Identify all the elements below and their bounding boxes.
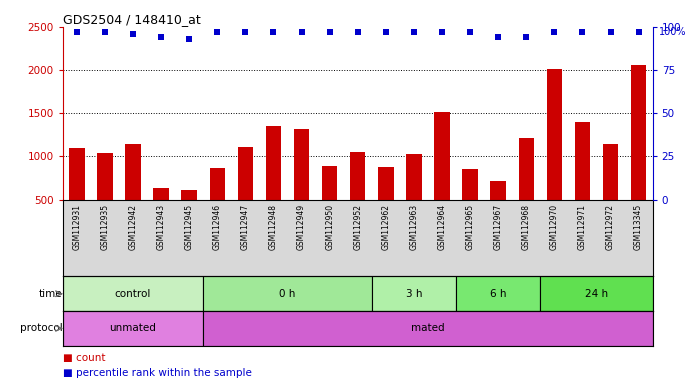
Text: GSM112950: GSM112950 <box>325 204 334 250</box>
Text: 24 h: 24 h <box>585 289 608 299</box>
Point <box>324 29 335 35</box>
Bar <box>69 148 84 200</box>
Bar <box>63 276 203 311</box>
Bar <box>372 276 456 311</box>
Bar <box>181 190 197 200</box>
Bar <box>631 65 646 200</box>
Point <box>464 29 475 35</box>
Text: GSM112943: GSM112943 <box>156 204 165 250</box>
Text: GSM112947: GSM112947 <box>241 204 250 250</box>
Bar <box>203 276 372 311</box>
Point <box>352 29 363 35</box>
Point <box>99 29 110 35</box>
Bar <box>434 113 450 200</box>
Bar <box>456 276 540 311</box>
Text: GSM112972: GSM112972 <box>606 204 615 250</box>
Text: GSM112962: GSM112962 <box>381 204 390 250</box>
Text: ■ count: ■ count <box>63 353 105 363</box>
Text: GSM112935: GSM112935 <box>101 204 110 250</box>
Text: GSM112964: GSM112964 <box>438 204 447 250</box>
Bar <box>266 126 281 200</box>
Bar <box>540 276 653 311</box>
Text: GSM112942: GSM112942 <box>128 204 138 250</box>
Point <box>211 29 223 35</box>
Bar <box>603 144 618 200</box>
Point <box>184 36 195 42</box>
Text: mated: mated <box>411 323 445 333</box>
Text: GSM113345: GSM113345 <box>634 204 643 250</box>
Point <box>408 29 419 35</box>
Text: GDS2504 / 148410_at: GDS2504 / 148410_at <box>63 13 200 26</box>
Point <box>521 34 532 40</box>
Bar <box>237 147 253 200</box>
Point <box>436 29 447 35</box>
Bar <box>209 168 225 200</box>
Text: 0 h: 0 h <box>279 289 296 299</box>
Text: GSM112967: GSM112967 <box>493 204 503 250</box>
Text: control: control <box>115 289 151 299</box>
Point <box>156 34 167 40</box>
Point <box>633 29 644 35</box>
Bar <box>378 167 394 200</box>
Text: protocol: protocol <box>20 323 62 333</box>
Text: GSM112970: GSM112970 <box>550 204 559 250</box>
Text: time: time <box>38 289 62 299</box>
Point <box>577 29 588 35</box>
Text: unmated: unmated <box>110 323 156 333</box>
Point <box>268 29 279 35</box>
Point <box>240 29 251 35</box>
Bar <box>462 169 478 200</box>
Text: GSM112971: GSM112971 <box>578 204 587 250</box>
Bar <box>322 166 337 200</box>
Bar <box>203 311 653 346</box>
Bar <box>294 129 309 200</box>
Text: GSM112946: GSM112946 <box>213 204 222 250</box>
Bar <box>406 154 422 200</box>
Point <box>296 29 307 35</box>
Point <box>493 34 504 40</box>
Bar <box>574 122 590 200</box>
Text: GSM112965: GSM112965 <box>466 204 475 250</box>
Bar <box>519 138 534 200</box>
Text: GSM112949: GSM112949 <box>297 204 306 250</box>
Text: 6 h: 6 h <box>490 289 507 299</box>
Text: GSM112963: GSM112963 <box>410 204 418 250</box>
Text: GSM112931: GSM112931 <box>73 204 82 250</box>
Bar <box>126 144 141 200</box>
Point <box>605 29 616 35</box>
Text: GSM112945: GSM112945 <box>185 204 194 250</box>
Bar <box>63 311 203 346</box>
Bar <box>491 180 506 200</box>
Point <box>549 29 560 35</box>
Point <box>380 29 392 35</box>
Text: GSM112968: GSM112968 <box>521 204 530 250</box>
Text: 100%: 100% <box>658 27 686 37</box>
Point <box>128 31 139 37</box>
Point <box>71 29 82 35</box>
Text: 3 h: 3 h <box>406 289 422 299</box>
Text: ■ percentile rank within the sample: ■ percentile rank within the sample <box>63 368 252 378</box>
Text: GSM112948: GSM112948 <box>269 204 278 250</box>
Bar <box>350 152 366 200</box>
Text: GSM112952: GSM112952 <box>353 204 362 250</box>
Bar <box>154 189 169 200</box>
Bar <box>547 69 562 200</box>
Bar <box>97 153 112 200</box>
